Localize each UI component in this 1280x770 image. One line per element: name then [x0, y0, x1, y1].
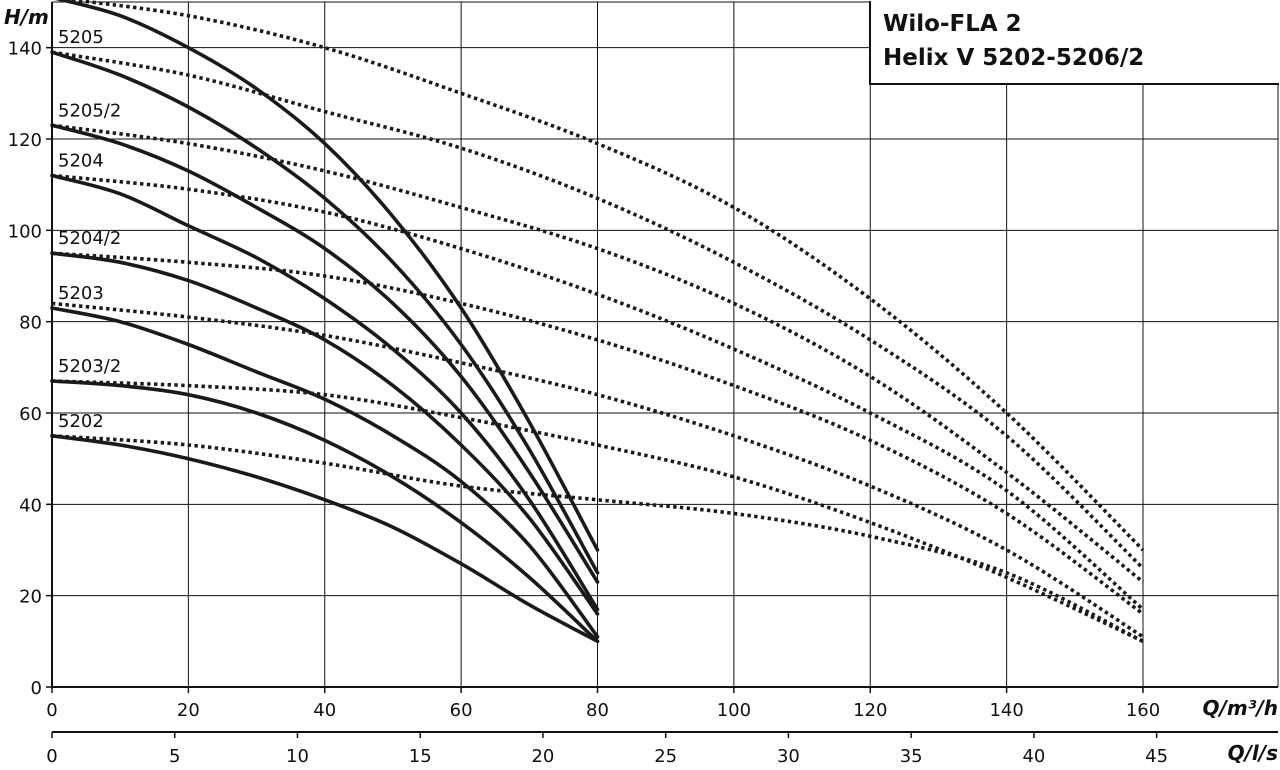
- axes: [46, 2, 1278, 738]
- solid-curve: [50, 379, 600, 644]
- dotted-curve: [58, 0, 1145, 552]
- x-tick-label: 40: [313, 700, 336, 721]
- x2-tick-label: 25: [654, 746, 677, 767]
- tick-labels: 0 20 40 60 80 100 120 140 160 0 20 40 60 80 100 120 140 0…: [8, 39, 1168, 767]
- curve-label: 5204: [58, 151, 104, 172]
- curve-label: 5205/2: [58, 100, 121, 121]
- x2-tick-label: 40: [1022, 746, 1045, 767]
- solid-curve: [50, 50, 600, 575]
- y-tick-label: 40: [19, 495, 42, 516]
- y-axis-label: H/m: [4, 5, 49, 29]
- y-tick-label: 0: [31, 678, 42, 699]
- x-tick-label: 120: [853, 700, 887, 721]
- x2-tick-label: 15: [409, 746, 432, 767]
- curve-label: 5203: [58, 283, 104, 304]
- grid-lines: [52, 1, 1279, 687]
- x-axis-label: Q/m³/h: [1203, 696, 1278, 720]
- curve-label: 5203/2: [58, 356, 121, 377]
- x2-tick-label: 10: [286, 746, 309, 767]
- dotted-curve: [51, 379, 1144, 643]
- chart-subtitle: Helix V 5202-5206/2: [883, 45, 1145, 71]
- x-tick-label: 20: [177, 700, 200, 721]
- y-tick-label: 140: [8, 39, 42, 60]
- x-tick-label: 140: [989, 700, 1023, 721]
- x2-tick-label: 30: [777, 746, 800, 767]
- x2-tick-label: 45: [1145, 746, 1168, 767]
- solid-curves: [50, 0, 600, 644]
- x2-tick-label: 20: [531, 746, 554, 767]
- solid-curve: [50, 123, 600, 584]
- x2-tick-label: 5: [169, 746, 180, 767]
- chart-title: Wilo-FLA 2: [883, 11, 1022, 37]
- y-tick-label: 20: [19, 587, 42, 608]
- solid-curve: [50, 251, 600, 616]
- y-tick-label: 80: [19, 313, 42, 334]
- x-tick-label: 60: [450, 700, 473, 721]
- dotted-curve: [51, 251, 1145, 616]
- x-tick-label: 80: [586, 700, 609, 721]
- curve-label: 5204/2: [58, 228, 121, 249]
- x2-axis-label: Q/l/s: [1228, 741, 1278, 765]
- y-tick-label: 100: [8, 221, 42, 242]
- solid-curve: [50, 306, 600, 639]
- x-tick-label: 160: [1126, 700, 1160, 721]
- x-tick-label: 0: [46, 700, 57, 721]
- curve-label: 5202: [58, 411, 104, 432]
- dotted-curve: [51, 434, 1144, 643]
- y-tick-label: 60: [19, 404, 42, 425]
- solid-curve: [50, 173, 600, 612]
- title-box: Wilo-FLA 2 Helix V 5202-5206/2: [869, 1, 1279, 85]
- x-tick-label: 100: [717, 700, 751, 721]
- x2-tick-label: 35: [900, 746, 923, 767]
- y-tick-label: 120: [8, 130, 42, 151]
- dotted-curves: [51, 0, 1145, 643]
- x2-tick-label: 0: [46, 746, 57, 767]
- dotted-curve: [51, 50, 1145, 570]
- solid-curve: [50, 434, 600, 644]
- solid-curve: [54, 0, 600, 552]
- dotted-curve: [51, 301, 1144, 639]
- curve-label: 5205: [58, 27, 104, 48]
